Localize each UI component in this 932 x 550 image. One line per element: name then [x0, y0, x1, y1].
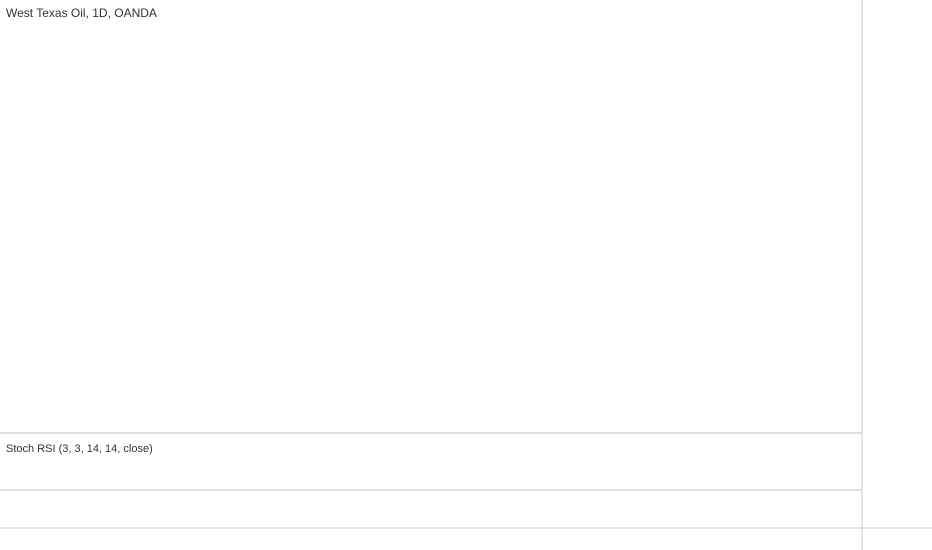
indicator-title: Stoch RSI (3, 3, 14, 14, close): [6, 443, 153, 455]
chart-title: West Texas Oil, 1D, OANDA: [6, 6, 157, 20]
